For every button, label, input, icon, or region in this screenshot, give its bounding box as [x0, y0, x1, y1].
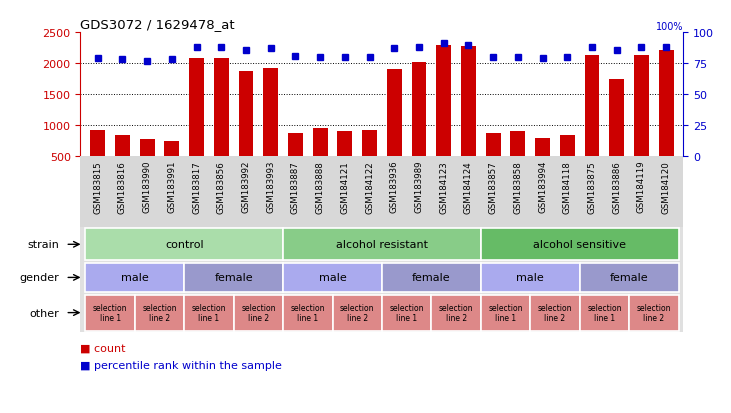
Text: selection
line 1: selection line 1: [390, 303, 424, 323]
Bar: [634, 56, 649, 188]
Text: GSM183886: GSM183886: [613, 160, 621, 213]
Bar: [86, 228, 283, 261]
Text: GSM183817: GSM183817: [192, 160, 201, 213]
Text: selection
line 2: selection line 2: [340, 303, 374, 323]
Bar: [481, 263, 580, 292]
Bar: [338, 131, 352, 188]
Text: GSM183989: GSM183989: [414, 160, 423, 213]
Bar: [115, 136, 130, 188]
Text: selection
line 1: selection line 1: [93, 303, 127, 323]
Bar: [333, 295, 382, 331]
Bar: [486, 134, 501, 188]
Text: strain: strain: [28, 240, 59, 250]
Text: GSM183991: GSM183991: [167, 160, 176, 213]
Bar: [164, 142, 179, 188]
Bar: [629, 295, 678, 331]
Text: GSM183887: GSM183887: [291, 160, 300, 213]
Text: selection
line 2: selection line 2: [439, 303, 474, 323]
Text: GSM184120: GSM184120: [662, 160, 670, 213]
Bar: [214, 58, 229, 188]
Bar: [461, 47, 476, 188]
Text: ■ count: ■ count: [80, 343, 126, 353]
Text: female: female: [214, 273, 253, 283]
Text: selection
line 1: selection line 1: [290, 303, 325, 323]
Text: selection
line 1: selection line 1: [488, 303, 523, 323]
Text: alcohol sensitive: alcohol sensitive: [533, 240, 626, 250]
Text: selection
line 2: selection line 2: [241, 303, 276, 323]
Text: GSM184121: GSM184121: [341, 160, 349, 213]
Text: GSM184122: GSM184122: [365, 160, 374, 213]
Text: GSM183993: GSM183993: [266, 160, 276, 213]
Text: GSM183858: GSM183858: [513, 160, 523, 213]
Bar: [610, 79, 624, 188]
Bar: [387, 70, 402, 188]
Text: selection
line 2: selection line 2: [637, 303, 671, 323]
Text: ■ percentile rank within the sample: ■ percentile rank within the sample: [80, 360, 282, 370]
Text: gender: gender: [20, 273, 59, 283]
Bar: [481, 228, 678, 261]
Bar: [283, 263, 382, 292]
Text: GSM184119: GSM184119: [637, 160, 646, 213]
Bar: [530, 295, 580, 331]
Text: GSM184124: GSM184124: [464, 160, 473, 213]
Text: GSM183990: GSM183990: [143, 160, 151, 213]
Bar: [436, 46, 451, 188]
Text: female: female: [412, 273, 451, 283]
Text: GSM184118: GSM184118: [563, 160, 572, 213]
Bar: [412, 63, 426, 188]
Bar: [535, 138, 550, 188]
Bar: [263, 68, 278, 188]
Bar: [481, 295, 530, 331]
Text: GSM183888: GSM183888: [316, 160, 325, 213]
Bar: [283, 295, 333, 331]
Text: GSM183815: GSM183815: [94, 160, 102, 213]
Bar: [140, 140, 154, 188]
Bar: [580, 263, 678, 292]
Bar: [510, 132, 526, 188]
Bar: [560, 135, 575, 188]
Bar: [382, 295, 431, 331]
Text: GSM183936: GSM183936: [390, 160, 399, 213]
Text: selection
line 1: selection line 1: [192, 303, 226, 323]
Text: male: male: [121, 273, 148, 283]
Text: control: control: [165, 240, 203, 250]
Bar: [313, 129, 327, 188]
Text: female: female: [610, 273, 648, 283]
Bar: [189, 58, 204, 188]
Bar: [659, 51, 673, 188]
Bar: [135, 295, 184, 331]
Text: GSM183816: GSM183816: [118, 160, 127, 213]
Text: selection
line 1: selection line 1: [587, 303, 621, 323]
Bar: [362, 131, 377, 188]
Text: GDS3072 / 1629478_at: GDS3072 / 1629478_at: [80, 17, 235, 31]
Bar: [585, 56, 599, 188]
Text: GSM183857: GSM183857: [488, 160, 498, 213]
Text: other: other: [29, 308, 59, 318]
Text: male: male: [319, 273, 346, 283]
Text: GSM184123: GSM184123: [439, 160, 448, 213]
Bar: [91, 131, 105, 188]
Text: GSM183856: GSM183856: [217, 160, 226, 213]
Bar: [288, 133, 303, 188]
Text: selection
line 2: selection line 2: [143, 303, 177, 323]
Bar: [431, 295, 481, 331]
Bar: [382, 263, 481, 292]
Text: GSM183875: GSM183875: [588, 160, 596, 213]
Bar: [238, 72, 254, 188]
Bar: [184, 295, 234, 331]
Bar: [234, 295, 283, 331]
Text: male: male: [516, 273, 544, 283]
Text: GSM183992: GSM183992: [241, 160, 251, 213]
Text: alcohol resistant: alcohol resistant: [336, 240, 428, 250]
Text: 100%: 100%: [656, 22, 683, 33]
Bar: [283, 228, 481, 261]
Text: GSM183994: GSM183994: [538, 160, 547, 213]
Bar: [86, 263, 184, 292]
Bar: [184, 263, 283, 292]
Bar: [580, 295, 629, 331]
Bar: [86, 295, 135, 331]
Text: selection
line 2: selection line 2: [538, 303, 572, 323]
